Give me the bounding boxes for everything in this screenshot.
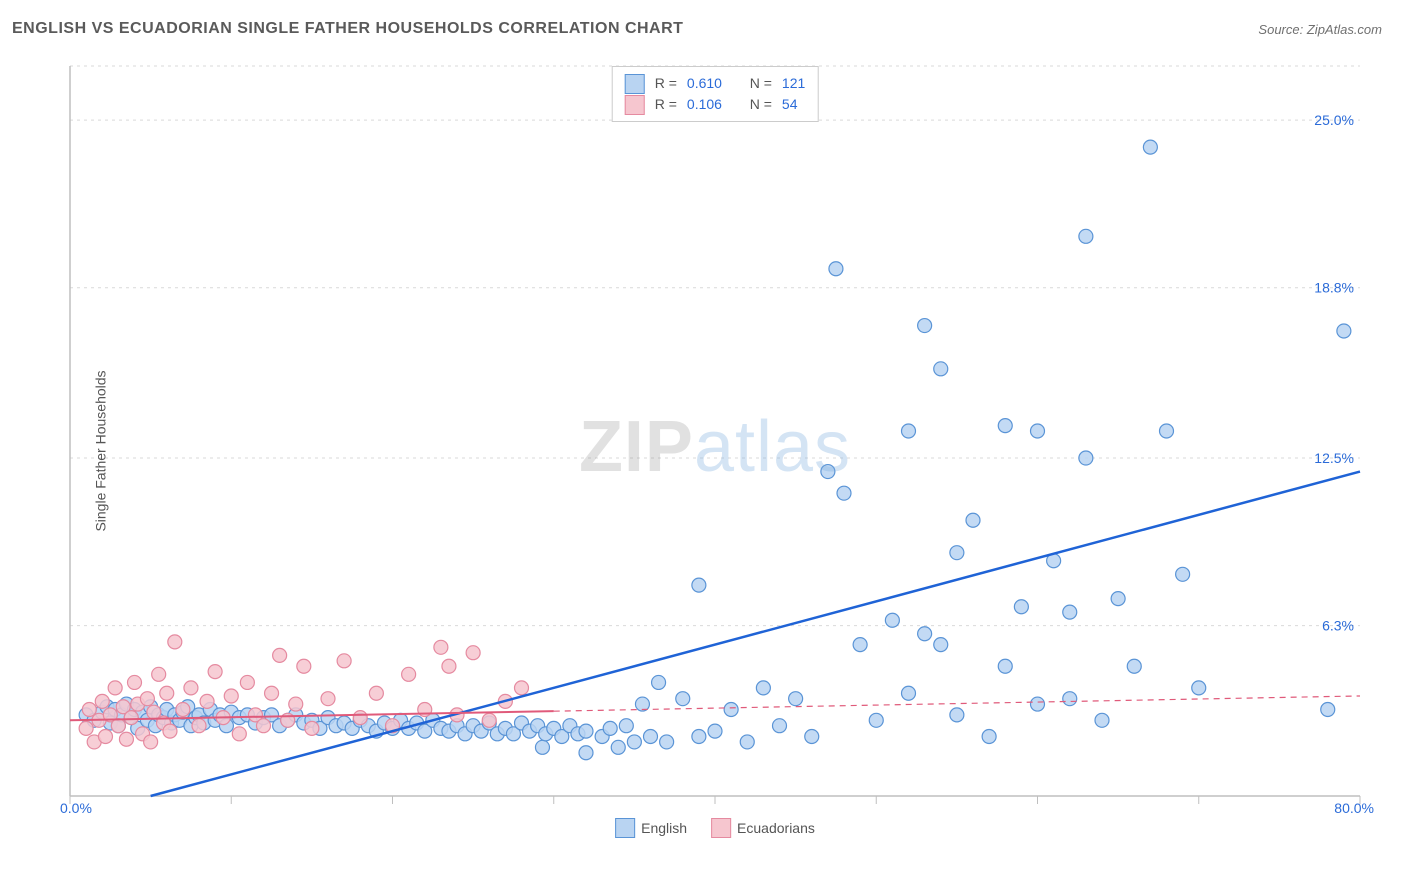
legend-swatch-ecuadorians bbox=[711, 818, 731, 838]
x-axis-max-label: 80.0% bbox=[1334, 800, 1374, 816]
legend-label-ecuadorians: Ecuadorians bbox=[737, 820, 815, 836]
r-value-english: 0.610 bbox=[687, 73, 722, 94]
series-legend: English Ecuadorians bbox=[615, 818, 815, 838]
chart-container: Single Father Households ZIPatlas 6.3%12… bbox=[50, 56, 1380, 846]
n-label: N = bbox=[750, 73, 772, 94]
r-label: R = bbox=[655, 94, 677, 115]
legend-row-english: R = 0.610 N = 121 bbox=[625, 73, 806, 94]
legend-swatch-english bbox=[615, 818, 635, 838]
correlation-legend: R = 0.610 N = 121 R = 0.106 N = 54 bbox=[612, 66, 819, 122]
r-label: R = bbox=[655, 73, 677, 94]
legend-item-ecuadorians: Ecuadorians bbox=[711, 818, 815, 838]
source-attribution: Source: ZipAtlas.com bbox=[1258, 22, 1382, 37]
y-axis-label: Single Father Households bbox=[93, 370, 109, 531]
r-value-ecuadorians: 0.106 bbox=[687, 94, 722, 115]
svg-text:25.0%: 25.0% bbox=[1314, 112, 1354, 128]
n-value-english: 121 bbox=[782, 73, 805, 94]
source-label: Source: bbox=[1258, 22, 1303, 37]
svg-text:6.3%: 6.3% bbox=[1322, 618, 1354, 634]
legend-swatch-english bbox=[625, 74, 645, 94]
x-axis-min-label: 0.0% bbox=[60, 800, 92, 816]
scatter-chart: 6.3% 12.5% 18.8% 25.0% bbox=[50, 56, 1380, 846]
chart-title: ENGLISH VS ECUADORIAN SINGLE FATHER HOUS… bbox=[12, 20, 683, 38]
legend-row-ecuadorians: R = 0.106 N = 54 bbox=[625, 94, 806, 115]
svg-text:18.8%: 18.8% bbox=[1314, 280, 1354, 296]
legend-item-english: English bbox=[615, 818, 687, 838]
source-value: ZipAtlas.com bbox=[1307, 22, 1382, 37]
legend-label-english: English bbox=[641, 820, 687, 836]
legend-swatch-ecuadorians bbox=[625, 95, 645, 115]
n-value-ecuadorians: 54 bbox=[782, 94, 798, 115]
svg-text:12.5%: 12.5% bbox=[1314, 450, 1354, 466]
n-label: N = bbox=[750, 94, 772, 115]
